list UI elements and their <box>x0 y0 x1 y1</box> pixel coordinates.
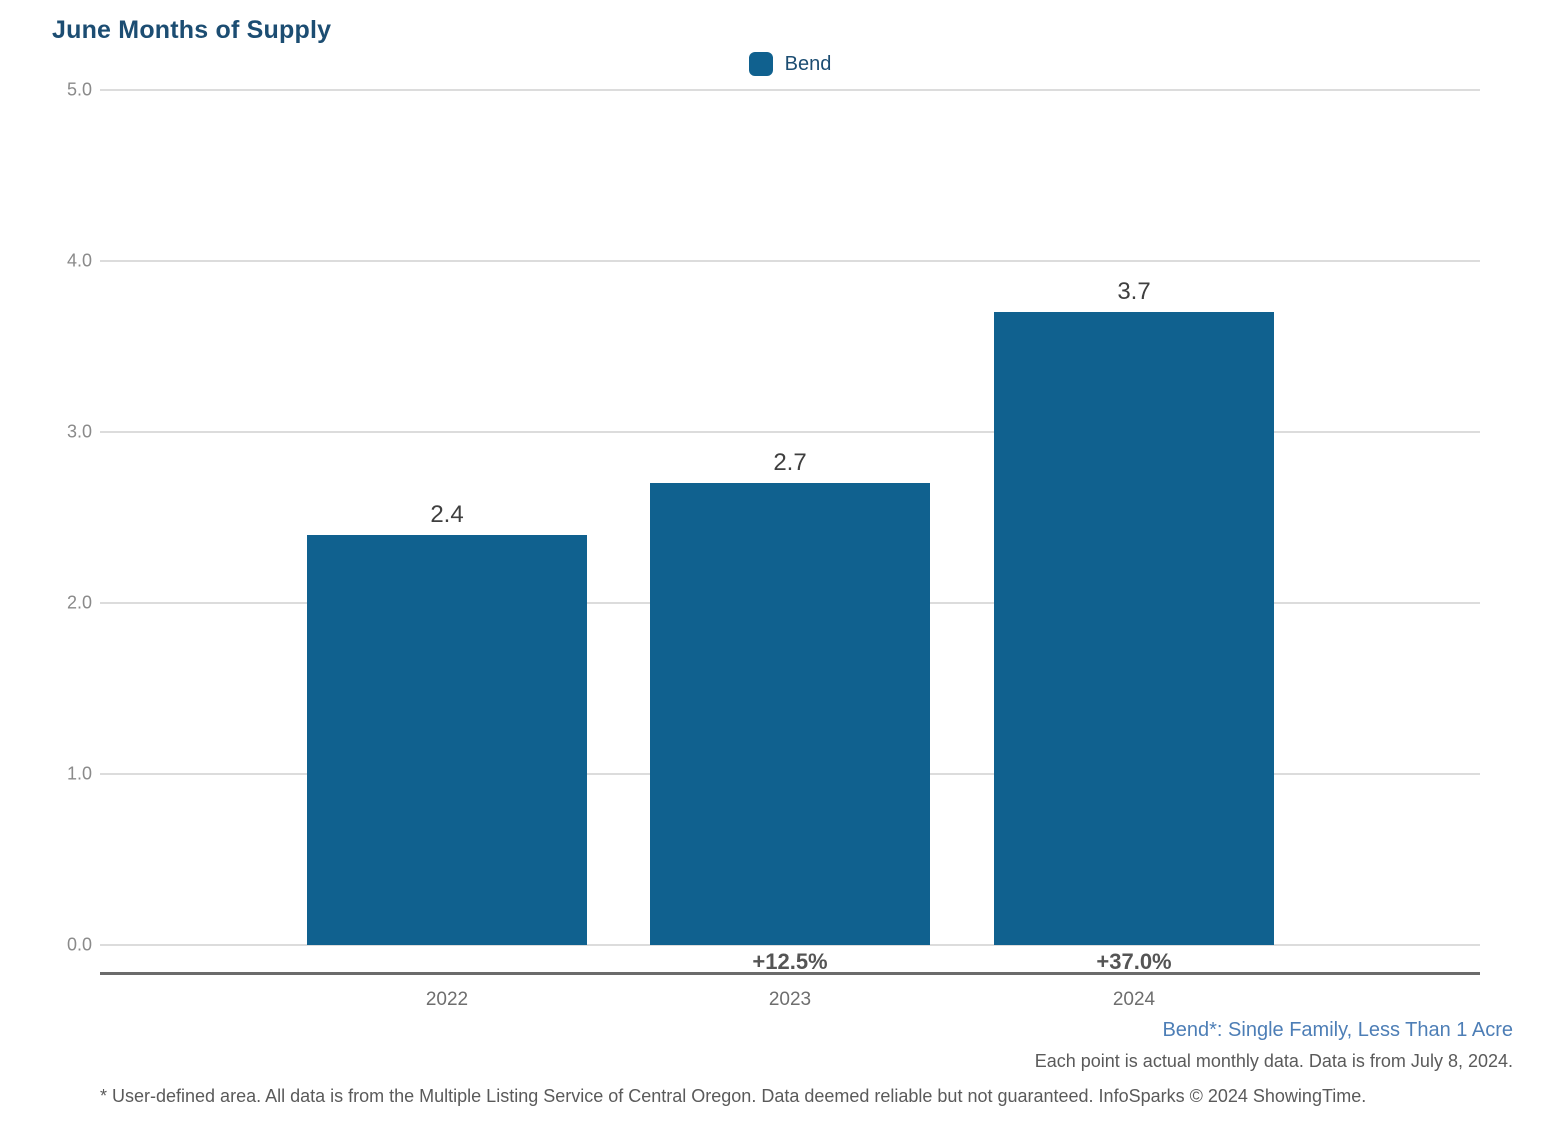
bar-2023[interactable] <box>650 483 930 945</box>
gridline-y-3.0 <box>100 431 1480 433</box>
bar-value-label-2023: 2.7 <box>773 449 807 477</box>
bar-2022[interactable] <box>307 534 587 945</box>
legend-item-bend[interactable]: Bend <box>100 52 1480 76</box>
gridline-y-5.0 <box>100 89 1480 91</box>
x-axis-tick-label-2022: 2022 <box>425 989 469 1010</box>
bar-value-label-2022: 2.4 <box>430 500 464 528</box>
legend-label: Bend <box>784 52 832 75</box>
legend-swatch-icon <box>748 52 773 76</box>
y-axis-tick-label: 1.0 <box>66 763 92 784</box>
gridline-y-4.0 <box>100 260 1480 262</box>
gridline-y-0.0 <box>100 944 1480 946</box>
y-axis-tick-label: 3.0 <box>66 421 92 442</box>
pct-change-label-2024: +37.0% <box>1096 949 1172 974</box>
bar-value-label-2024: 3.7 <box>1117 278 1151 306</box>
y-axis-tick-label: 5.0 <box>66 79 92 100</box>
x-axis-tick-label-2023: 2023 <box>768 989 812 1010</box>
series-definition-note: Bend*: Single Family, Less Than 1 Acre <box>1162 1019 1513 1041</box>
y-axis-tick-label: 0.0 <box>66 934 92 955</box>
data-source-date-note: Each point is actual monthly data. Data … <box>1034 1051 1513 1071</box>
y-axis-tick-label: 2.0 <box>66 592 92 613</box>
disclaimer-note: * User-defined area. All data is from th… <box>100 1086 1367 1106</box>
chart-title: June Months of Supply <box>52 16 332 44</box>
x-axis-tick-label-2024: 2024 <box>1112 989 1156 1010</box>
bar-2024[interactable] <box>994 312 1274 945</box>
x-axis-line <box>100 972 1480 975</box>
y-axis-tick-label: 4.0 <box>66 250 92 271</box>
pct-change-label-2023: +12.5% <box>752 949 828 974</box>
